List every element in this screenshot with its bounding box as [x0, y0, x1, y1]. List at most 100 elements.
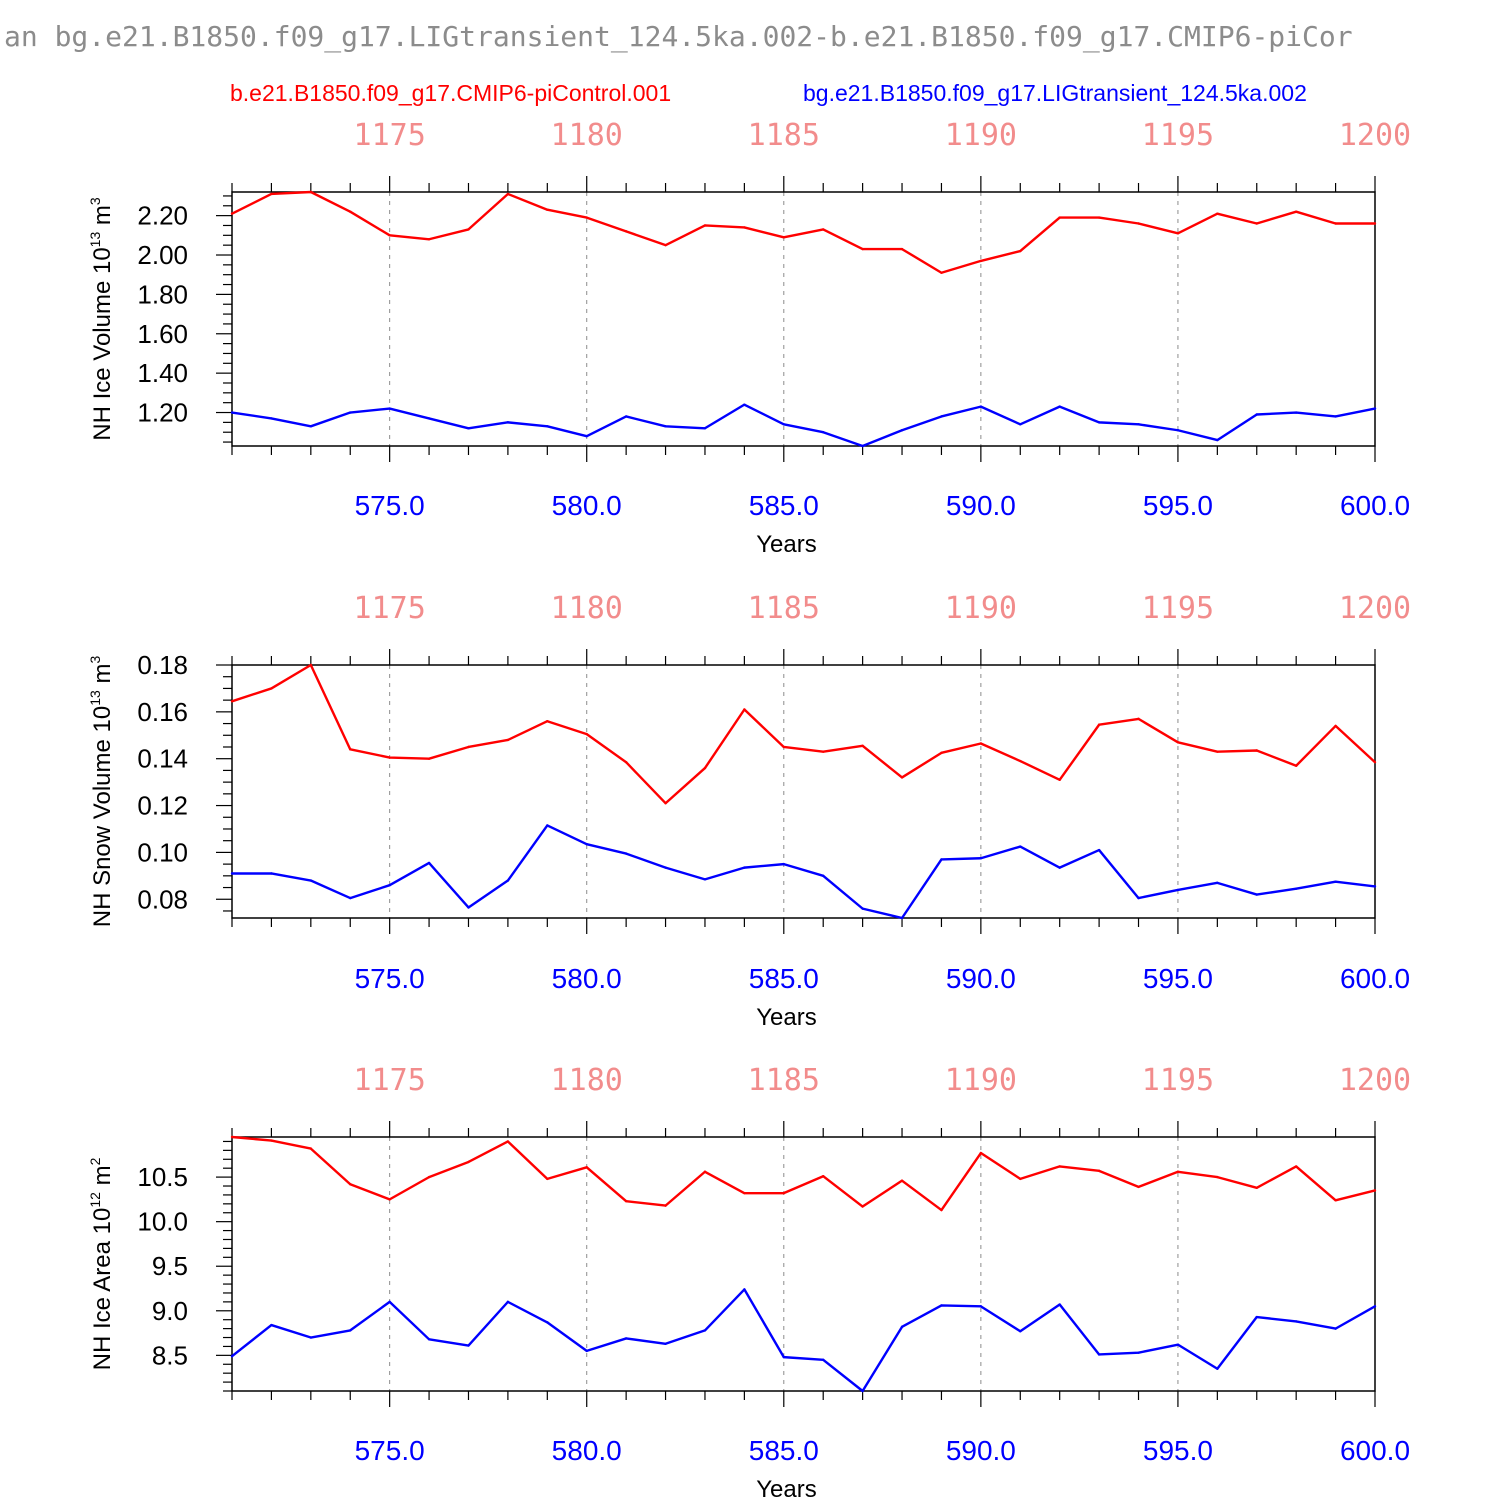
data-point [743, 226, 746, 229]
data-point [506, 1140, 510, 1143]
data-point [664, 802, 667, 805]
y-tick-label: 10.0 [137, 1207, 188, 1237]
y-tick-label: 2.20 [137, 201, 188, 231]
data-point [1334, 415, 1337, 418]
x-tick-label: 585.0 [749, 1435, 819, 1466]
data-point [1019, 249, 1022, 253]
x-tick-label: 595.0 [1143, 490, 1213, 521]
top-tick-label: 1195 [1142, 1063, 1214, 1098]
data-point [1058, 1165, 1061, 1168]
data-point [1137, 222, 1140, 225]
data-point [1176, 232, 1180, 235]
top-tick-label: 1180 [551, 1063, 623, 1098]
data-point [822, 228, 825, 231]
data-point [427, 417, 431, 420]
data-point [427, 238, 431, 241]
data-point [230, 700, 234, 703]
data-point [1019, 1330, 1022, 1333]
data-point [1097, 216, 1101, 219]
top-tick-label: 1175 [354, 1063, 426, 1098]
x-axis-label: Years [756, 1004, 817, 1031]
y-axis-label-superscript: 3 [87, 197, 103, 205]
data-point [309, 663, 313, 667]
y-axis-label: NH Ice Area 1012 m2 [87, 1157, 116, 1370]
x-tick-label: 590.0 [946, 490, 1016, 521]
data-point [1255, 222, 1258, 225]
data-point [703, 427, 707, 430]
data-point [1137, 896, 1140, 900]
data-point [349, 748, 352, 751]
data-point [782, 423, 785, 426]
data-point [1137, 1185, 1140, 1189]
data-point [1334, 222, 1337, 225]
data-point [703, 1329, 707, 1332]
data-point [1373, 222, 1377, 225]
data-point [664, 1342, 667, 1345]
data-point [1334, 1327, 1337, 1330]
plot-frame [231, 191, 1376, 447]
series-line-transient [231, 1288, 1376, 1393]
y-tick-label: 0.12 [137, 791, 188, 821]
data-point [1373, 761, 1377, 764]
y-axis-label-part: NH Ice Area 10 [89, 1208, 116, 1371]
data-point [427, 757, 431, 760]
y-axis-label-superscript: 12 [87, 1192, 103, 1208]
data-point [940, 415, 943, 418]
data-point [230, 1355, 234, 1358]
data-point [743, 403, 746, 406]
x-tick-label: 585.0 [749, 490, 819, 521]
chart-panel-3: 8.5 9.0 9.5 10.0 10.5 575.0 580.0 585.0 590.0 595… [87, 1063, 1411, 1500]
data-point [506, 1300, 510, 1304]
y-tick-label: 9.5 [152, 1251, 188, 1281]
top-tick-label: 1200 [1339, 591, 1411, 626]
top-tick-label: 1190 [945, 591, 1017, 626]
data-point [861, 444, 864, 448]
data-point [1019, 423, 1022, 426]
data-point [506, 738, 510, 742]
data-point [782, 1191, 785, 1195]
data-point [1019, 759, 1022, 763]
data-point [546, 1321, 549, 1324]
data-point [1176, 429, 1180, 432]
data-point [585, 216, 588, 219]
top-tick-label: 1195 [1142, 118, 1214, 153]
data-point [1176, 888, 1180, 892]
y-axis-label-part: m [89, 664, 116, 691]
data-point [546, 720, 549, 723]
data-point [743, 1191, 746, 1195]
y-axis-label-part: NH Snow Volume 10 [89, 706, 116, 927]
data-point [1058, 866, 1061, 869]
top-tick-label: 1185 [748, 591, 820, 626]
top-tick-label: 1195 [1142, 591, 1214, 626]
data-point [940, 271, 943, 274]
data-point [309, 1147, 313, 1150]
chart-panel-2: 0.08 0.10 0.12 0.14 0.16 0.18 575.0 580.0 585.0 5… [87, 591, 1411, 1031]
x-tick-label: 595.0 [1143, 1435, 1213, 1466]
data-point [388, 756, 391, 759]
data-point [270, 192, 273, 196]
plot-frame [231, 1136, 1376, 1392]
data-point [1097, 421, 1101, 424]
data-point [703, 224, 707, 227]
data-point [782, 745, 785, 749]
data-point [782, 862, 785, 866]
x-tick-label: 575.0 [355, 1435, 425, 1466]
data-point [979, 1305, 983, 1308]
data-point [309, 425, 313, 428]
data-point [664, 1204, 667, 1207]
data-point [1255, 413, 1258, 416]
data-point [585, 732, 588, 736]
data-point [1097, 1169, 1101, 1173]
data-point [1334, 1199, 1337, 1202]
data-point [427, 1175, 431, 1179]
data-point [230, 411, 234, 414]
data-point [822, 750, 825, 753]
data-point [467, 228, 470, 231]
data-point [940, 1208, 943, 1212]
top-tick-label: 1190 [945, 1063, 1017, 1098]
data-point [624, 230, 628, 233]
data-point [349, 896, 352, 900]
data-point [1176, 1170, 1180, 1173]
y-tick-label: 1.40 [137, 358, 188, 388]
chart-panels: 1.20 1.40 1.60 1.80 2.00 2.20 575.0 580.0 585.0 5… [87, 118, 1411, 1500]
